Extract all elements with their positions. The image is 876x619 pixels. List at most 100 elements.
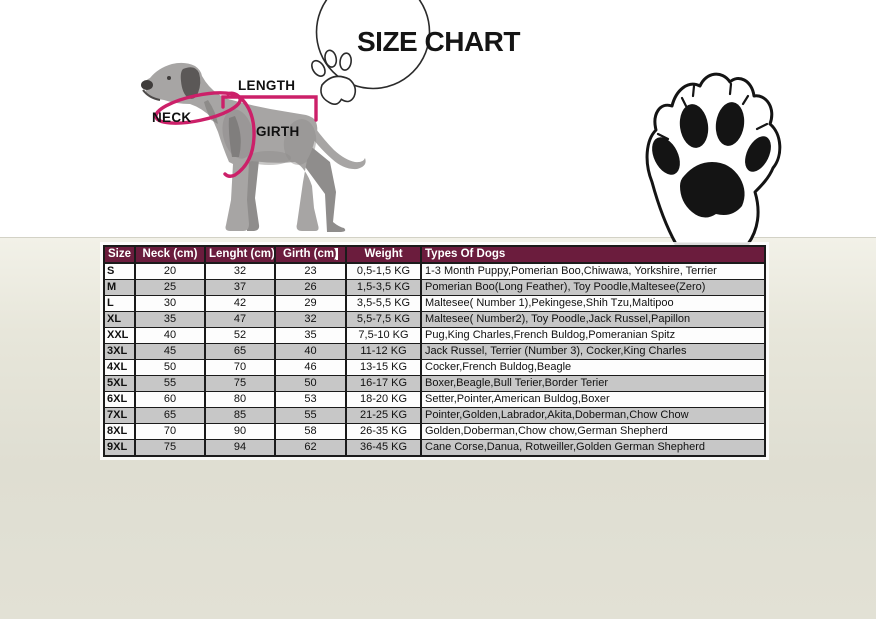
table-row: 9XL 75 94 62 36-45 KG Cane Corse,Danua, Rotwe… — [103, 439, 766, 457]
length-label: LENGTH — [238, 78, 296, 93]
table-cell: 21-25 KG — [345, 407, 422, 424]
table-cell: 75 — [134, 439, 206, 457]
table-cell: 5,5-7,5 KG — [345, 311, 422, 328]
table-row: 7XL 65 85 55 21-25 KG Pointer,Golden,Labrador… — [103, 407, 766, 424]
table-cell: 62 — [274, 439, 347, 457]
table-cell: 75 — [204, 375, 276, 392]
text-cursor — [336, 248, 338, 260]
table-cell: 29 — [274, 295, 347, 312]
page-title: SIZE CHART — [357, 26, 521, 57]
table-cell: 65 — [134, 407, 206, 424]
table-cell: 60 — [134, 391, 206, 408]
size-table-container: Size Neck (cm) Lenght (cm) Girth (cm) Weight… — [100, 242, 769, 460]
table-cell: 50 — [134, 359, 206, 376]
table-cell: Boxer,Beagle,Bull Terier,Border Terier — [420, 375, 766, 392]
table-cell: 18-20 KG — [345, 391, 422, 408]
column-header: Neck (cm) — [134, 245, 206, 264]
table-cell: 50 — [274, 375, 347, 392]
table-cell: 40 — [274, 343, 347, 360]
table-cell: 23 — [274, 262, 347, 280]
table-cell: Pomerian Boo(Long Feather), Toy Poodle,M… — [420, 279, 766, 296]
table-cell: 35 — [274, 327, 347, 344]
table-cell: 70 — [204, 359, 276, 376]
table-cell: Golden,Doberman,Chow chow,German Shepher… — [420, 423, 766, 440]
table-cell: 30 — [134, 295, 206, 312]
table-cell: 11-12 KG — [345, 343, 422, 360]
table-body: S 20 32 23 0,5-1,5 KG 1-3 Month Puppy,Pomeria… — [103, 262, 766, 457]
table-cell: Jack Russel, Terrier (Number 3), Cocker,… — [420, 343, 766, 360]
table-row: L 30 42 29 3,5-5,5 KG Maltesee( Number 1),Pek… — [103, 295, 766, 312]
table-cell: 5XL — [103, 375, 136, 392]
table-cell: Cocker,French Buldog,Beagle — [420, 359, 766, 376]
table-cell: 70 — [134, 423, 206, 440]
table-cell: 55 — [274, 407, 347, 424]
table-cell: 65 — [204, 343, 276, 360]
table-row: XXL 40 52 35 7,5-10 KG Pug,King Charles,Frenc… — [103, 327, 766, 344]
table-cell: 9XL — [103, 439, 136, 457]
table-cell: 4XL — [103, 359, 136, 376]
table-cell: 40 — [134, 327, 206, 344]
table-cell: 32 — [204, 262, 276, 280]
dog-illustration — [141, 62, 366, 232]
title-circle-outline — [315, 0, 431, 90]
column-header: Weight — [345, 245, 422, 264]
column-header: Types Of Dogs — [420, 245, 766, 264]
table-row: 5XL 55 75 50 16-17 KG Boxer,Beagle,Bull Terie… — [103, 375, 766, 392]
table-cell: 32 — [274, 311, 347, 328]
table-cell: 13-15 KG — [345, 359, 422, 376]
table-cell: 35 — [134, 311, 206, 328]
table-cell: 52 — [204, 327, 276, 344]
table-row: 3XL 45 65 40 11-12 KG Jack Russel, Terrier (N… — [103, 343, 766, 360]
table-cell: L — [103, 295, 136, 312]
table-cell: 16-17 KG — [345, 375, 422, 392]
column-header: Size — [103, 245, 136, 264]
table-cell: 1,5-3,5 KG — [345, 279, 422, 296]
table-cell: 36-45 KG — [345, 439, 422, 457]
paw-outline-icon — [311, 49, 357, 105]
table-cell: M — [103, 279, 136, 296]
table-cell: 94 — [204, 439, 276, 457]
table-cell: 53 — [274, 391, 347, 408]
table-cell: 90 — [204, 423, 276, 440]
table-cell: 58 — [274, 423, 347, 440]
table-cell: 3XL — [103, 343, 136, 360]
table-cell: Maltesee( Number2), Toy Poodle,Jack Russ… — [420, 311, 766, 328]
table-cell: XL — [103, 311, 136, 328]
table-cell: 3,5-5,5 KG — [345, 295, 422, 312]
table-cell: 8XL — [103, 423, 136, 440]
table-row: 6XL 60 80 53 18-20 KG Setter,Pointer,American… — [103, 391, 766, 408]
table-cell: 37 — [204, 279, 276, 296]
table-cell: Maltesee( Number 1),Pekingese,Shih Tzu,M… — [420, 295, 766, 312]
table-cell: XXL — [103, 327, 136, 344]
table-header-row: Size Neck (cm) Lenght (cm) Girth (cm) Weight… — [103, 245, 766, 264]
table-cell: 42 — [204, 295, 276, 312]
table-cell: 26 — [274, 279, 347, 296]
table-cell: 0,5-1,5 KG — [345, 262, 422, 280]
table-row: M 25 37 26 1,5-3,5 KG Pomerian Boo(Long Feath… — [103, 279, 766, 296]
table-cell: 6XL — [103, 391, 136, 408]
size-table: Size Neck (cm) Lenght (cm) Girth (cm) Weight… — [103, 245, 766, 457]
table-cell: 80 — [204, 391, 276, 408]
table-cell: 1-3 Month Puppy,Pomerian Boo,Chiwawa, Yo… — [420, 262, 766, 280]
table-cell: 55 — [134, 375, 206, 392]
table-cell: 7,5-10 KG — [345, 327, 422, 344]
table-cell: 25 — [134, 279, 206, 296]
table-cell: S — [103, 262, 136, 280]
table-row: S 20 32 23 0,5-1,5 KG 1-3 Month Puppy,Pomeria… — [103, 262, 766, 280]
table-cell: Pointer,Golden,Labrador,Akita,Doberman,C… — [420, 407, 766, 424]
paw-print-icon — [645, 72, 782, 246]
column-header: Girth (cm) — [274, 245, 347, 264]
table-cell: 46 — [274, 359, 347, 376]
table-cell: Pug,King Charles,French Buldog,Pomerania… — [420, 327, 766, 344]
column-header: Lenght (cm) — [204, 245, 276, 264]
table-cell: 20 — [134, 262, 206, 280]
neck-label: NECK — [152, 110, 192, 125]
table-row: XL 35 47 32 5,5-7,5 KG Maltesee( Number2), To… — [103, 311, 766, 328]
table-row: 8XL 70 90 58 26-35 KG Golden,Doberman,Chow ch… — [103, 423, 766, 440]
table-cell: Cane Corse,Danua, Rotweiller,Golden Germ… — [420, 439, 766, 457]
table-cell: 47 — [204, 311, 276, 328]
table-cell: 85 — [204, 407, 276, 424]
table-cell: 26-35 KG — [345, 423, 422, 440]
table-cell: Setter,Pointer,American Buldog,Boxer — [420, 391, 766, 408]
